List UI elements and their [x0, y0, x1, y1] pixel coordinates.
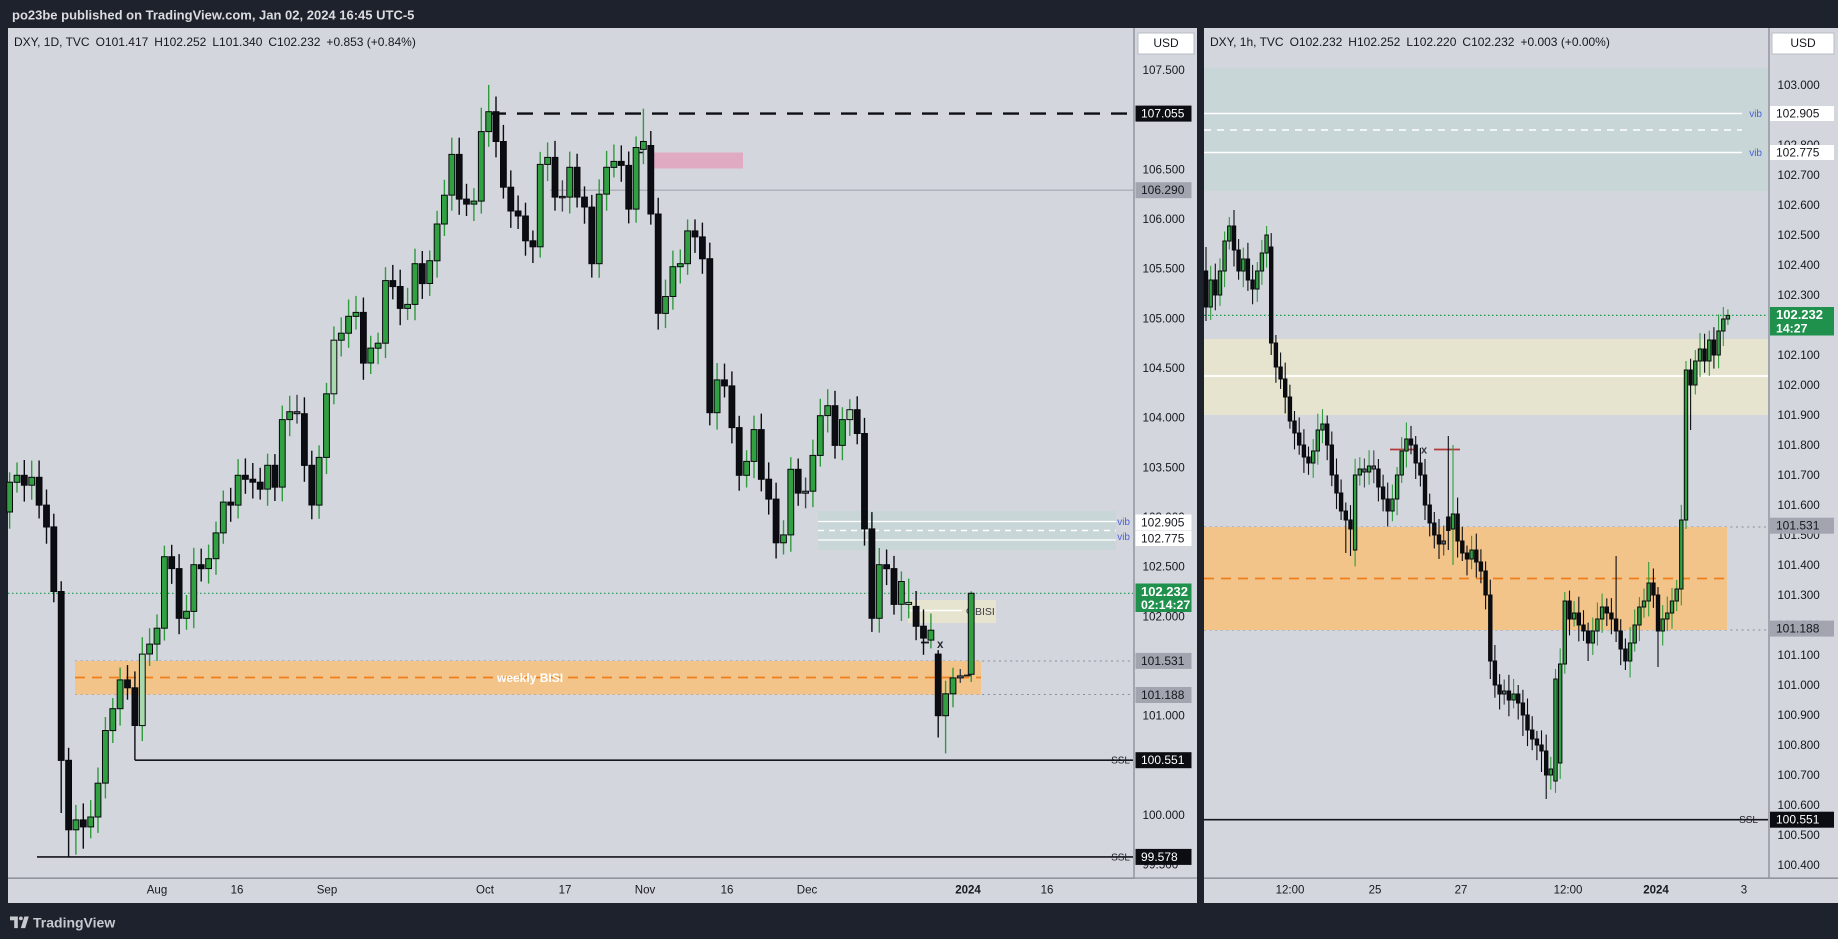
svg-text:vib: vib	[1117, 517, 1130, 528]
svg-text:101.531: 101.531	[1141, 654, 1185, 668]
svg-text:104.000: 104.000	[1143, 412, 1186, 425]
svg-text:Oct: Oct	[476, 885, 495, 897]
svg-text:3: 3	[1741, 885, 1747, 897]
svg-text:102.775: 102.775	[1776, 146, 1820, 160]
svg-text:TradingView: TradingView	[33, 915, 115, 931]
svg-text:101.000: 101.000	[1143, 710, 1186, 723]
svg-text:100.600: 100.600	[1778, 799, 1821, 812]
svg-text:14:27: 14:27	[1776, 321, 1808, 335]
svg-text:USD: USD	[1153, 36, 1179, 50]
svg-text:101.400: 101.400	[1778, 559, 1821, 572]
svg-text:SSL: SSL	[1111, 852, 1130, 863]
svg-text:102.500: 102.500	[1143, 561, 1186, 574]
svg-text:17: 17	[559, 885, 572, 897]
svg-text:102.232: 102.232	[1776, 307, 1823, 322]
svg-text:106.000: 106.000	[1143, 213, 1186, 226]
svg-text:102.905: 102.905	[1141, 515, 1185, 529]
svg-text:103.500: 103.500	[1143, 461, 1186, 474]
svg-text:16: 16	[1041, 885, 1054, 897]
svg-text:102.775: 102.775	[1141, 531, 1185, 545]
svg-text:107.055: 107.055	[1141, 107, 1185, 121]
svg-text:100.800: 100.800	[1778, 739, 1821, 752]
svg-text:101.100: 101.100	[1778, 649, 1821, 662]
svg-text:102.600: 102.600	[1778, 199, 1821, 212]
svg-text:102.700: 102.700	[1778, 169, 1821, 182]
svg-text:100.400: 100.400	[1778, 859, 1821, 872]
svg-text:100.900: 100.900	[1778, 709, 1821, 722]
svg-text:2024: 2024	[1643, 885, 1669, 897]
svg-text:DXY, 1D, TVC O101.417 H102.252: DXY, 1D, TVC O101.417 H102.252 L101.340 …	[14, 35, 416, 49]
svg-text:101.188: 101.188	[1141, 688, 1185, 702]
svg-text:100.551: 100.551	[1141, 753, 1185, 767]
svg-text:100.500: 100.500	[1778, 829, 1821, 842]
svg-text:104.500: 104.500	[1143, 362, 1186, 375]
svg-text:107.500: 107.500	[1143, 64, 1186, 77]
svg-text:Sep: Sep	[317, 885, 337, 897]
svg-text:Nov: Nov	[635, 885, 656, 897]
svg-text:99.578: 99.578	[1141, 850, 1178, 864]
svg-text:106.500: 106.500	[1143, 163, 1186, 176]
svg-text:vib: vib	[1117, 532, 1130, 543]
svg-text:105.500: 105.500	[1143, 263, 1186, 276]
svg-text:101.531: 101.531	[1776, 519, 1820, 533]
svg-text:Aug: Aug	[147, 885, 167, 897]
svg-text:100.551: 100.551	[1776, 813, 1820, 827]
svg-text:12:00: 12:00	[1554, 885, 1583, 897]
svg-text:103.000: 103.000	[1778, 79, 1821, 92]
svg-text:105.000: 105.000	[1143, 312, 1186, 325]
svg-text:101.800: 101.800	[1778, 439, 1821, 452]
svg-text:101.300: 101.300	[1778, 589, 1821, 602]
svg-text:x: x	[937, 639, 944, 651]
svg-text:po23be published on TradingVie: po23be published on TradingView.com, Jan…	[12, 8, 414, 23]
svg-text:16: 16	[721, 885, 734, 897]
svg-text:DXY, 1h, TVC O102.232 H102.252: DXY, 1h, TVC O102.232 H102.252 L102.220 …	[1210, 35, 1610, 49]
svg-text:100.000: 100.000	[1143, 809, 1186, 822]
svg-text:101.900: 101.900	[1778, 409, 1821, 422]
svg-text:102.400: 102.400	[1778, 259, 1821, 272]
svg-text:25: 25	[1369, 885, 1382, 897]
svg-text:02:14:27: 02:14:27	[1141, 598, 1190, 612]
svg-text:106.290: 106.290	[1141, 183, 1185, 197]
svg-text:102.500: 102.500	[1778, 229, 1821, 242]
svg-text:Dec: Dec	[797, 885, 818, 897]
svg-text:x: x	[1421, 445, 1428, 457]
svg-text:USD: USD	[1790, 36, 1816, 50]
svg-text:102.100: 102.100	[1778, 349, 1821, 362]
svg-text:102.000: 102.000	[1143, 610, 1186, 623]
svg-text:vib: vib	[1749, 148, 1762, 159]
svg-text:vib: vib	[1749, 109, 1762, 120]
svg-text:27: 27	[1455, 885, 1468, 897]
svg-text:2024: 2024	[955, 885, 981, 897]
svg-text:16: 16	[231, 885, 244, 897]
svg-text:102.300: 102.300	[1778, 289, 1821, 302]
svg-text:102.232: 102.232	[1141, 584, 1188, 599]
svg-text:101.000: 101.000	[1778, 679, 1821, 692]
svg-text:100.700: 100.700	[1778, 769, 1821, 782]
svg-text:101.600: 101.600	[1778, 499, 1821, 512]
svg-text:102.000: 102.000	[1778, 379, 1821, 392]
svg-text:102.905: 102.905	[1776, 107, 1820, 121]
svg-text:SSL: SSL	[1111, 756, 1130, 767]
svg-text:weekly BISI: weekly BISI	[496, 671, 563, 685]
svg-text:BISI: BISI	[975, 606, 995, 618]
svg-text:12:00: 12:00	[1276, 885, 1305, 897]
svg-text:SSL: SSL	[1739, 815, 1758, 826]
svg-text:101.700: 101.700	[1778, 469, 1821, 482]
svg-text:101.188: 101.188	[1776, 622, 1820, 636]
